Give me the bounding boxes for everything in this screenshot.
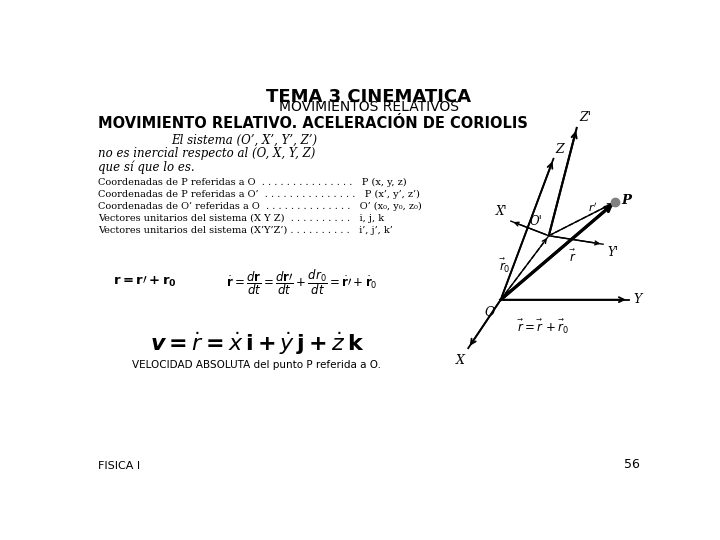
Text: MOVIMIENTO RELATIVO. ACELERACIÓN DE CORIOLIS: MOVIMIENTO RELATIVO. ACELERACIÓN DE CORI… bbox=[98, 117, 528, 131]
Text: Y: Y bbox=[634, 293, 642, 306]
Text: Coordenadas de P referidas a O’  . . . . . . . . . . . . . . .   P (x’, y’, z’): Coordenadas de P referidas a O’ . . . . … bbox=[98, 190, 420, 199]
Text: $\mathbf{r = r\prime + r_0}$: $\mathbf{r = r\prime + r_0}$ bbox=[113, 275, 177, 289]
Text: El sistema (O’, X’, Y’, Z’): El sistema (O’, X’, Y’, Z’) bbox=[171, 134, 318, 147]
Text: X: X bbox=[456, 354, 464, 367]
Text: que sí que lo es.: que sí que lo es. bbox=[98, 160, 194, 174]
Text: Vectores unitarios del sistema (X Y Z)  . . . . . . . . . .   i, j, k: Vectores unitarios del sistema (X Y Z) .… bbox=[98, 214, 384, 223]
Text: Coordenadas de O’ referidas a O  . . . . . . . . . . . . . .   O’ (x₀, y₀, z₀): Coordenadas de O’ referidas a O . . . . … bbox=[98, 202, 421, 211]
Text: Z: Z bbox=[556, 143, 564, 156]
Text: 56: 56 bbox=[624, 458, 640, 471]
Text: Y': Y' bbox=[607, 246, 618, 259]
Text: TEMA 3 CINEMATICA: TEMA 3 CINEMATICA bbox=[266, 88, 472, 106]
Text: $\dot{\mathbf{r}} = \dfrac{d\mathbf{r}}{dt} = \dfrac{d\mathbf{r}\prime}{dt} + \d: $\dot{\mathbf{r}} = \dfrac{d\mathbf{r}}{… bbox=[225, 267, 377, 297]
Text: $r'$: $r'$ bbox=[588, 201, 598, 214]
Text: Coordenadas de P referidas a O  . . . . . . . . . . . . . . .   P (x, y, z): Coordenadas de P referidas a O . . . . .… bbox=[98, 178, 406, 187]
Text: FISICA I: FISICA I bbox=[98, 461, 140, 471]
Text: MOVIMIENTOS RELATIVOS: MOVIMIENTOS RELATIVOS bbox=[279, 100, 459, 114]
Text: Vectores unitarios del sistema (X’Y’Z’) . . . . . . . . . .   i’, j’, k’: Vectores unitarios del sistema (X’Y’Z’) … bbox=[98, 226, 392, 235]
Text: O': O' bbox=[530, 215, 543, 228]
Text: P: P bbox=[621, 194, 631, 207]
Text: O: O bbox=[485, 306, 495, 319]
Text: X': X' bbox=[495, 205, 507, 218]
Text: VELOCIDAD ABSOLUTA del punto P referida a O.: VELOCIDAD ABSOLUTA del punto P referida … bbox=[132, 360, 381, 370]
Text: $\boldsymbol{v = \dot{r} = \dot{x}\,\mathbf{i} + \dot{y}\,\mathbf{j} + \dot{z}\,: $\boldsymbol{v = \dot{r} = \dot{x}\,\mat… bbox=[150, 330, 364, 357]
Text: $\vec{r}$: $\vec{r}$ bbox=[569, 249, 577, 265]
Text: $\vec{r}_0$: $\vec{r}_0$ bbox=[499, 257, 510, 275]
Text: Z': Z' bbox=[579, 111, 591, 124]
Text: $\vec{r} = \vec{r}\,+ \vec{r}_0$: $\vec{r} = \vec{r}\,+ \vec{r}_0$ bbox=[518, 318, 570, 336]
Text: no es inercial respecto al (O, X, Y, Z): no es inercial respecto al (O, X, Y, Z) bbox=[98, 147, 315, 160]
